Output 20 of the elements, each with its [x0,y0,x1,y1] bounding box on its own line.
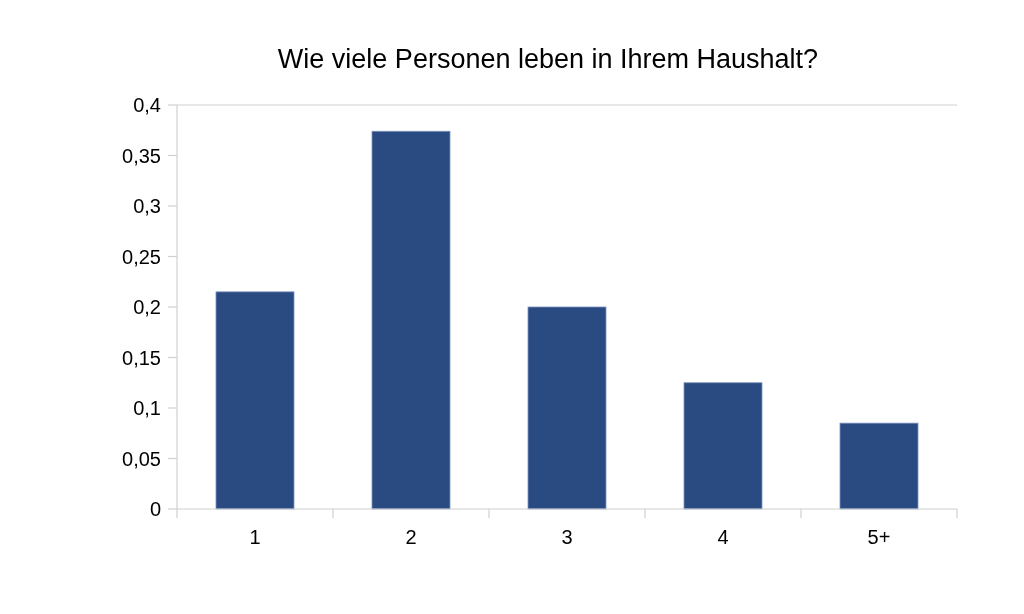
x-tick-label: 1 [249,526,261,548]
y-tick-label: 0,35 [122,144,161,167]
y-tick-label: 0,1 [133,397,161,419]
y-tick-label: 0,25 [122,245,161,268]
y-tick-label: 0,4 [133,94,161,116]
y-tick-label: 0 [149,498,161,520]
chart-title: Wie viele Personen leben in Ihrem Haushalt? [277,44,819,74]
y-tick-label: 0,15 [122,346,161,369]
y-tick-label: 0,2 [133,296,161,318]
x-tick-label: 5+ [867,526,891,548]
x-tick-label: 2 [405,526,417,548]
bar [215,291,295,510]
x-tick-label: 3 [561,526,573,548]
bar [371,130,451,510]
bar [839,422,919,510]
y-tick-label: 0,05 [122,447,161,470]
bar [683,382,763,510]
x-tick-label: 4 [717,526,729,548]
y-tick-label: 0,3 [133,195,161,217]
bar [527,306,607,510]
